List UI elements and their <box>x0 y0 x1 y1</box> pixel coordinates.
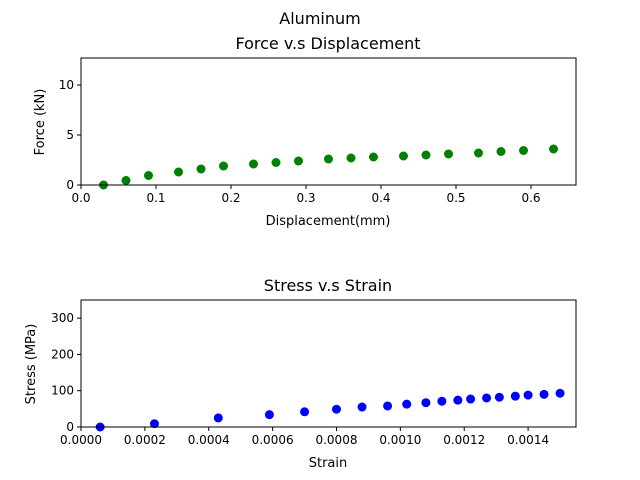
y-tick-label: 200 <box>51 347 74 361</box>
axis-ticks: 0.0 0.1 0.2 0.3 0.4 0.5 0.6 0 5 10 <box>59 78 541 205</box>
x-tick-label: 0.3 <box>296 191 315 205</box>
data-point <box>437 396 447 406</box>
x-axis-label: Strain <box>309 456 348 471</box>
data-point <box>324 154 333 164</box>
data-point <box>121 176 131 185</box>
axis-ticks: 0.0000 0.0002 0.0004 0.0006 0.0008 0.0010 0.00… <box>51 311 549 447</box>
x-tick-label: 0.4 <box>371 191 390 205</box>
x-tick-label: 0.0 <box>71 191 90 205</box>
data-point <box>249 159 258 169</box>
x-tick-label: 0.0014 <box>507 433 549 447</box>
data-point <box>555 388 565 398</box>
data-point <box>300 407 310 417</box>
x-tick-label: 0.0012 <box>443 433 485 447</box>
data-point <box>331 404 341 414</box>
x-tick-label: 0.0002 <box>124 433 166 447</box>
data-point <box>294 156 303 166</box>
data-point <box>357 402 367 412</box>
x-tick-label: 0.2 <box>221 191 240 205</box>
data-point <box>510 391 520 401</box>
data-point <box>421 398 431 408</box>
data-point <box>196 164 206 174</box>
data-point <box>474 148 483 158</box>
data-point <box>523 390 533 400</box>
stress-strain-chart: Stress v.s Strain Strain Stress (MPa) 0.… <box>24 276 577 471</box>
force-displacement-chart: Force v.s Displacement Displacement(mm) … <box>33 34 577 229</box>
data-point <box>149 419 159 429</box>
data-point <box>482 393 492 403</box>
data-points <box>95 388 565 432</box>
y-tick-label: 300 <box>51 311 74 325</box>
x-axis-label: Displacement(mm) <box>266 214 391 229</box>
x-tick-label: 0.0008 <box>315 433 357 447</box>
data-point <box>453 395 463 405</box>
data-point <box>271 158 281 167</box>
data-point <box>174 167 183 177</box>
data-point <box>264 410 274 420</box>
data-point <box>402 399 412 409</box>
y-tick-label: 10 <box>59 78 74 92</box>
chart-title: Stress v.s Strain <box>264 276 392 295</box>
data-points <box>99 144 558 190</box>
data-point <box>421 150 431 160</box>
x-tick-label: 0.0010 <box>379 433 421 447</box>
plot-frame <box>80 299 577 428</box>
data-point <box>496 147 506 156</box>
data-point <box>444 149 453 159</box>
x-tick-label: 0.0004 <box>188 433 230 447</box>
data-point <box>213 413 223 423</box>
data-point <box>549 144 558 154</box>
data-point <box>466 394 476 404</box>
y-tick-label: 100 <box>51 384 74 398</box>
data-point <box>539 389 549 399</box>
x-tick-label: 0.1 <box>146 191 165 205</box>
data-point <box>144 171 153 180</box>
data-point <box>219 161 228 171</box>
data-point <box>519 146 528 155</box>
data-point <box>494 392 504 402</box>
y-axis-label: Stress (MPa) <box>24 324 39 405</box>
x-tick-label: 0.0006 <box>252 433 294 447</box>
data-point <box>346 153 356 163</box>
data-point <box>369 152 378 162</box>
y-axis-label: Force (kN) <box>33 89 48 156</box>
y-tick-label: 0 <box>66 420 74 434</box>
x-tick-label: 0.5 <box>446 191 465 205</box>
y-tick-label: 5 <box>66 128 74 142</box>
x-tick-label: 0.0000 <box>60 433 102 447</box>
y-tick-label: 0 <box>66 178 74 192</box>
data-point <box>399 151 408 161</box>
data-point <box>383 401 393 411</box>
plot-frame <box>80 57 577 186</box>
chart-title: Force v.s Displacement <box>235 34 420 53</box>
figure-suptitle: Aluminum <box>279 9 360 28</box>
x-tick-label: 0.6 <box>521 191 540 205</box>
